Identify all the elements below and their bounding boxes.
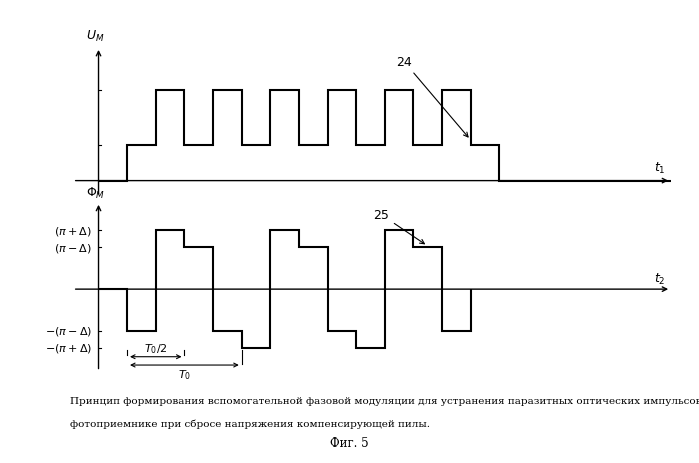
Text: $-(\pi-\Delta)$: $-(\pi-\Delta)$	[45, 325, 92, 338]
Text: $-(\pi+\Delta)$: $-(\pi+\Delta)$	[45, 342, 92, 355]
Text: $U_M$: $U_M$	[87, 29, 105, 44]
Text: 24: 24	[396, 56, 468, 138]
Text: Фиг. 5: Фиг. 5	[330, 436, 369, 449]
Text: 25: 25	[373, 209, 424, 244]
Text: $t_1$: $t_1$	[654, 161, 665, 176]
Text: $T_0$: $T_0$	[178, 367, 191, 381]
Text: фотоприемнике при сбросе напряжения компенсирующей пилы.: фотоприемнике при сбросе напряжения комп…	[70, 419, 430, 428]
Text: $t_2$: $t_2$	[654, 271, 665, 286]
Text: $(\pi-\Delta)$: $(\pi-\Delta)$	[54, 242, 92, 255]
Text: $\Phi_M$: $\Phi_M$	[86, 186, 106, 200]
Text: $T_0/2$: $T_0/2$	[144, 341, 168, 355]
Text: Принцип формирования вспомогательной фазовой модуляции для устранения паразитных: Принцип формирования вспомогательной фаз…	[70, 396, 699, 405]
Text: $(\pi+\Delta)$: $(\pi+\Delta)$	[54, 225, 92, 238]
